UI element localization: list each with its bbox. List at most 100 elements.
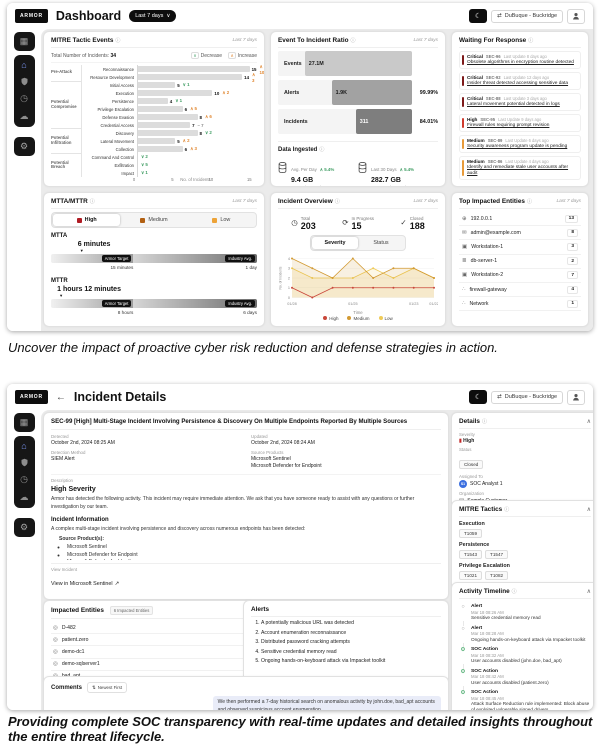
sidebar-item-dashboard[interactable]: ▦ — [14, 32, 35, 51]
legend-dot-icon — [347, 316, 351, 320]
waiting-item[interactable]: Critical SEC-96 Last Update 8 days ago O… — [459, 51, 581, 69]
entity-row[interactable]: ∴ Network 1 — [459, 297, 581, 311]
tactic-delta: ∧ 6 — [205, 114, 212, 120]
funnel-label: Alerts — [284, 90, 299, 96]
entity-row[interactable]: ▣ Workstation-1 3 — [459, 240, 581, 254]
info-product: Microsoft Sentinel — [67, 544, 441, 550]
info-icon[interactable]: ⓘ — [335, 198, 340, 205]
sort-button[interactable]: ⇅Newest First — [87, 682, 127, 693]
armor-logo: ARMOR — [15, 390, 48, 404]
info-icon[interactable]: ⓘ — [512, 588, 517, 595]
date-range-selector[interactable]: Last 7 days∨ — [129, 10, 176, 22]
entity-row[interactable]: ▣ Workstation-2 7 — [459, 269, 581, 283]
info-icon[interactable]: ⓘ — [528, 37, 533, 44]
user-menu-button[interactable] — [567, 9, 585, 24]
theme-toggle-button[interactable]: ☾ — [469, 9, 487, 23]
svg-text:3: 3 — [288, 267, 290, 271]
cloud-icon[interactable]: ☁ — [20, 111, 29, 122]
home-icon[interactable]: ⌂ — [21, 441, 26, 451]
severity-tab[interactable]: Medium — [120, 214, 187, 226]
funnel-bar: 27.1M — [305, 51, 412, 76]
severity-value: ▮ High — [459, 438, 591, 444]
shield-icon[interactable] — [20, 77, 29, 86]
svg-text:0: 0 — [288, 296, 290, 300]
shield-icon[interactable] — [20, 458, 29, 467]
collapse-chevron-icon[interactable]: ∧ — [587, 506, 591, 513]
impacted-entity-row[interactable]: ◎demo-sqlserver1 — [51, 659, 245, 671]
waiting-item[interactable]: Medium SEC-89 Last Update 6 days ago Sec… — [459, 135, 581, 153]
waiting-item[interactable]: Critical SEC-88 Last Update 3 days ago L… — [459, 93, 581, 111]
info-icon[interactable]: ⓘ — [351, 37, 356, 44]
severity-tab[interactable]: High — [53, 214, 120, 226]
sidebar-item-settings[interactable]: ⚙ — [14, 137, 35, 156]
overview-tab[interactable]: Severity — [312, 237, 358, 249]
waiting-item[interactable]: Critical SEC-92 Last Update 12 days ago … — [459, 72, 581, 90]
collapse-chevron-icon[interactable]: ∧ — [587, 588, 591, 595]
funnel-label: Events — [284, 61, 302, 67]
total-incidents: Total Number of Incidents: 34 — [51, 53, 116, 59]
account-switcher[interactable]: ⇄DuBuque - Buckridge — [491, 391, 563, 404]
theme-toggle-button[interactable]: ☾ — [469, 390, 487, 404]
view-in-sentinel-link[interactable]: View in Microsoft Sentinel↗ — [51, 581, 119, 587]
mttr-metric: MTTR 1 hours 12 minutes▼ Armor Target In… — [51, 278, 257, 318]
back-arrow-icon[interactable]: ← — [56, 392, 66, 403]
svg-text:01/25: 01/25 — [348, 302, 358, 306]
tactic-delta: ∧ 5 — [190, 106, 197, 112]
sidebar-item-settings[interactable]: ⚙ — [14, 518, 35, 537]
severity-tab[interactable]: Low — [188, 214, 255, 226]
comment-bubble: We then performed a 7-day historical sea… — [213, 696, 441, 710]
cloud-icon[interactable]: ☁ — [20, 492, 29, 503]
info-icon[interactable]: ⓘ — [482, 418, 487, 425]
collapse-chevron-icon[interactable]: ∧ — [587, 418, 591, 425]
account-switcher[interactable]: ⇄DuBuque - Buckridge — [491, 10, 563, 23]
field-value: October 2nd, 2024 08:25 AM — [51, 440, 241, 447]
incidents-clock-icon[interactable]: ◷ — [20, 474, 28, 485]
funnel-bar: 1.9K — [332, 80, 412, 105]
incident-link[interactable]: Insider threat detected accessing sensit… — [467, 81, 577, 87]
mitre-row: Exfiltration 0 ∨ 5 — [82, 161, 257, 169]
alert-item: Account enumeration reconnaissance — [261, 630, 441, 636]
tactic-label: Resource Development — [82, 75, 137, 80]
moon-icon: ☾ — [475, 12, 481, 20]
entity-row[interactable]: ⊕ 192.0.0.1 13 — [459, 212, 581, 226]
info-icon[interactable]: ⓘ — [319, 146, 324, 153]
overview-tab[interactable]: Status — [358, 237, 404, 249]
dashboard-grid-icon: ▦ — [20, 417, 29, 428]
entity-name: patient.zero — [62, 637, 89, 643]
info-icon[interactable]: ⓘ — [90, 198, 95, 205]
incident-link[interactable]: Identify and remediate stale user accoun… — [467, 165, 577, 177]
user-menu-button[interactable] — [567, 390, 585, 405]
tactic-bar — [138, 130, 198, 136]
entity-count: 7 — [567, 271, 578, 279]
impacted-entity-row[interactable]: ◎ patient.zero — [51, 634, 245, 646]
impacted-entity-row[interactable]: ◎demo-dc1 — [51, 646, 245, 658]
info-icon[interactable]: ⓘ — [527, 198, 532, 205]
entity-row[interactable]: ✉ admin@example.com 8 — [459, 226, 581, 240]
incident-link[interactable]: Lateral movement potential detected in l… — [467, 102, 577, 108]
entity-count: 8 — [567, 229, 578, 237]
entity-row[interactable]: ∴ firewall-gateway 4 — [459, 283, 581, 297]
incident-information-body[interactable]: A complex multi-stage incident involving… — [51, 526, 441, 560]
entity-name: Workstation-1 — [471, 244, 503, 250]
entity-row[interactable]: ≣ db-server-1 2 — [459, 255, 581, 269]
severity-label: Critical — [467, 54, 483, 59]
waiting-item[interactable]: High SEC-95 Last Update 9 days ago Firew… — [459, 114, 581, 132]
dashboard-top-bar: ARMOR Dashboard Last 7 days∨ ☾ ⇄DuBuque … — [7, 3, 593, 29]
waiting-item[interactable]: Medium SEC-86 Last Update 4 days ago Ide… — [459, 156, 581, 180]
info-icon[interactable]: ⓘ — [115, 37, 120, 44]
incident-link[interactable]: Security awareness program update is pen… — [467, 144, 577, 150]
funnel-label: Incidents — [284, 119, 308, 125]
incidents-clock-icon[interactable]: ◷ — [20, 93, 28, 104]
ingested-stat: Avg. Per Day∧ 5.4% 9.4 GB 8.9 GB last 30… — [278, 158, 358, 187]
entity-count: 1 — [567, 300, 578, 308]
home-icon[interactable]: ⌂ — [21, 60, 26, 70]
entity-icon: ◎ — [53, 637, 58, 643]
info-icon[interactable]: ⓘ — [504, 506, 509, 513]
incident-link[interactable]: Firewall rules requiring prompt revision — [467, 123, 577, 129]
incident-link[interactable]: Obsolete algorithms in encryption routin… — [467, 60, 577, 66]
sidebar-item-dashboard[interactable]: ▦ — [14, 413, 35, 432]
impacted-entity-row[interactable]: ◎D-482 — [51, 622, 245, 634]
